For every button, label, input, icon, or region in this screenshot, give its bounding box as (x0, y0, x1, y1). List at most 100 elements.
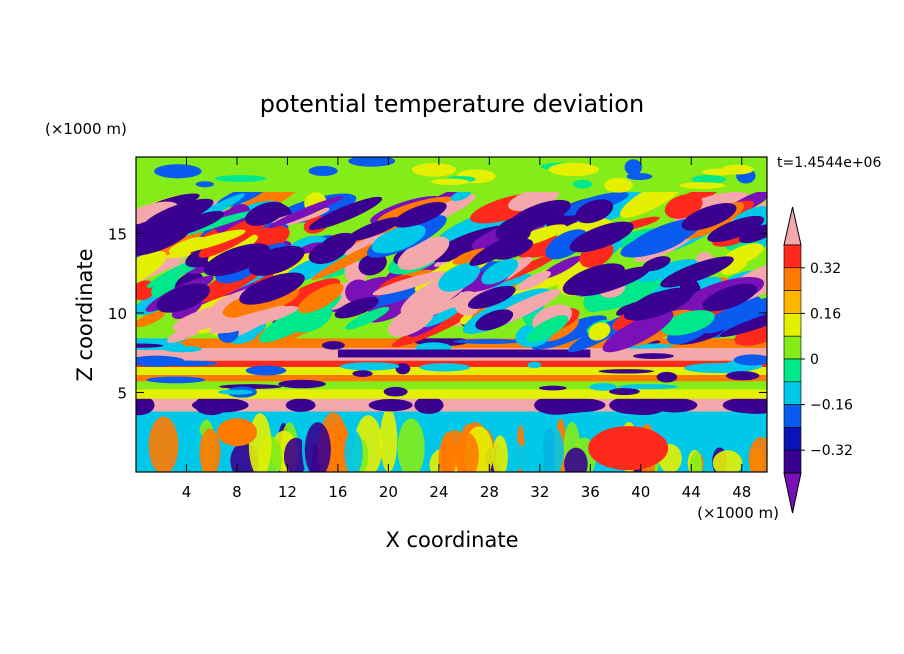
colorbar-box (783, 267, 802, 291)
strata-eddy (136, 355, 185, 367)
warm-plume (588, 426, 669, 471)
colorbar-min-triangle (783, 472, 802, 514)
colorbar-box (783, 313, 802, 337)
strata-eddy (725, 371, 760, 381)
cold-lobe (194, 395, 229, 416)
strata-eddy (163, 345, 202, 353)
plot-frame (135, 156, 768, 473)
top-eddy (214, 175, 267, 182)
y-tick-label: 10 (108, 305, 127, 323)
plume (397, 418, 425, 472)
strata-eddy (136, 343, 164, 348)
filament (701, 296, 761, 334)
colorbar-box (783, 427, 802, 451)
cold-lobe (730, 396, 767, 414)
colorbar-box (783, 244, 802, 269)
stratum (136, 381, 767, 390)
filament (602, 310, 674, 353)
colorbar-tick-label: 0.32 (810, 261, 841, 277)
cold-filament (136, 217, 178, 248)
top-eddy (702, 168, 738, 176)
cold-lobe (368, 398, 413, 412)
strata-eddy (321, 341, 345, 350)
filament (423, 307, 461, 328)
filament (136, 201, 178, 225)
strata-eddy (352, 370, 373, 377)
time-label: t=1.4544e+06 (777, 155, 881, 171)
cold-filament (136, 223, 191, 256)
plume (199, 428, 221, 472)
colorbar-box (783, 404, 802, 428)
strata-eddy (278, 379, 326, 389)
cold-streak (337, 349, 591, 358)
cold-filament (569, 221, 634, 253)
x-tick-label: 12 (278, 483, 297, 501)
y-tick-label: 5 (117, 384, 127, 402)
y-tick-label: 15 (108, 225, 127, 243)
filament (345, 279, 371, 304)
cold-filament (334, 296, 379, 319)
filament (371, 224, 426, 254)
filament (481, 258, 519, 285)
top-eddy (691, 175, 727, 184)
top-eddy (195, 181, 215, 188)
cold-filament (239, 272, 305, 305)
warm-plume (216, 418, 257, 447)
plume (248, 413, 272, 472)
strata-eddy (340, 362, 400, 371)
filament (450, 189, 471, 202)
strata-eddy (218, 389, 254, 395)
top-eddy (604, 177, 633, 193)
cold-filament (308, 239, 348, 264)
x-unit-label: (×1000 m) (697, 504, 779, 522)
strata-eddy (245, 365, 287, 376)
filament (545, 229, 588, 260)
x-tick-label: 48 (732, 483, 751, 501)
cold-lobe (534, 395, 580, 415)
filament (224, 305, 286, 333)
strata-eddy (733, 354, 767, 366)
filament (637, 259, 697, 282)
strata-eddy (598, 369, 654, 374)
stratum (136, 389, 767, 399)
cold-filament (562, 263, 625, 296)
band-top (136, 157, 767, 192)
filament (358, 252, 387, 276)
x-tick-label: 20 (379, 483, 398, 501)
plume (454, 432, 479, 472)
strata-eddy (395, 363, 411, 375)
strata-eddy (527, 361, 542, 369)
cold-lobe (285, 398, 316, 412)
filament (661, 310, 715, 336)
cold-filament (579, 266, 651, 297)
cold-filament (660, 256, 734, 288)
plume (748, 437, 767, 472)
colorbar-box (783, 335, 802, 360)
cold-filament (475, 309, 514, 331)
strata-eddy (632, 353, 674, 359)
plume (380, 408, 398, 472)
colorbar-tick-label: 0 (810, 352, 819, 368)
cold-filament (681, 203, 737, 231)
filament (297, 283, 344, 314)
filament (397, 236, 450, 271)
strata-eddy (453, 338, 524, 344)
colorbar-box (783, 449, 802, 474)
plume (438, 438, 457, 472)
filament (267, 195, 344, 229)
filament (517, 270, 551, 291)
filament (508, 187, 559, 212)
x-tick-label: 16 (328, 483, 347, 501)
strata-eddy (146, 376, 206, 384)
y-ticks: 5 10 15 (108, 225, 767, 402)
cold-filament (492, 238, 534, 260)
top-eddy (548, 162, 599, 177)
filament (664, 194, 703, 219)
strata-eddy (608, 387, 640, 396)
filament (588, 322, 611, 341)
x-tick-label: 4 (182, 483, 192, 501)
cold-filament (253, 247, 296, 274)
filament (346, 217, 402, 242)
top-eddy (348, 157, 396, 167)
